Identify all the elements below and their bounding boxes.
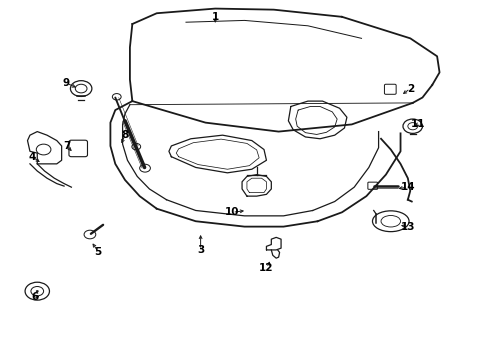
- Text: 1: 1: [211, 12, 219, 22]
- Text: 5: 5: [94, 247, 102, 257]
- Text: 10: 10: [224, 207, 239, 217]
- Text: 2: 2: [406, 84, 413, 94]
- Text: 4: 4: [29, 152, 36, 162]
- Text: 7: 7: [62, 141, 70, 151]
- Text: 11: 11: [409, 120, 424, 129]
- Text: 9: 9: [63, 78, 70, 88]
- Text: 3: 3: [197, 245, 204, 255]
- Text: 13: 13: [400, 222, 414, 231]
- Circle shape: [36, 290, 39, 292]
- Text: 12: 12: [259, 263, 273, 273]
- Text: 8: 8: [121, 130, 128, 140]
- Text: 14: 14: [400, 182, 414, 192]
- Text: 6: 6: [31, 292, 39, 302]
